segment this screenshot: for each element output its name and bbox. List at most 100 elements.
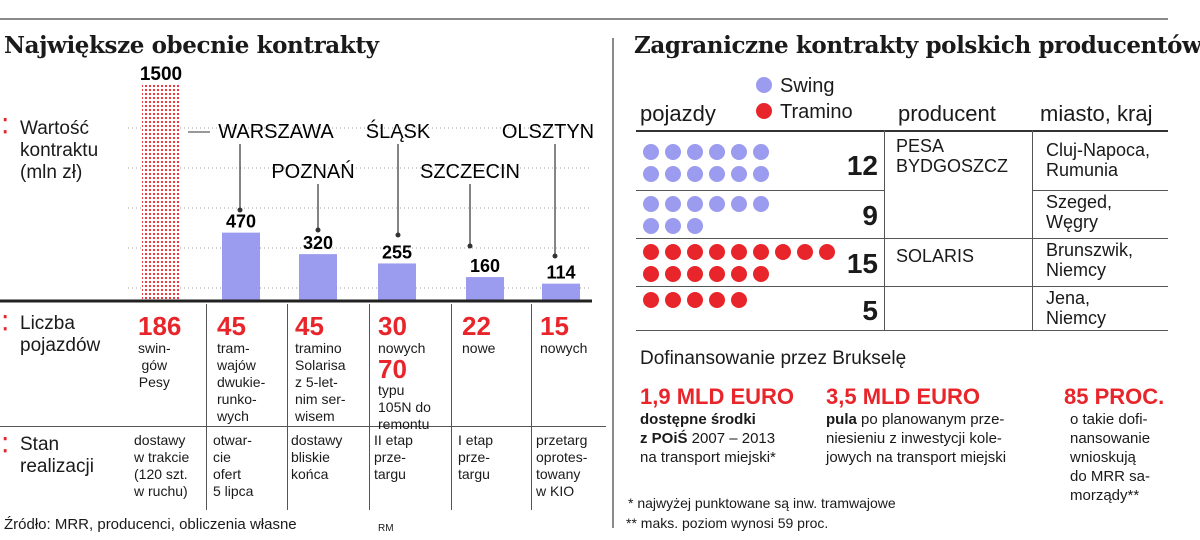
- row-divider: [636, 286, 1168, 287]
- tramino-dot: [665, 244, 681, 260]
- funding-value-3: 85 PROC.: [1064, 384, 1165, 409]
- bar-value-label: 114: [546, 263, 575, 283]
- city-country: Cluj-Napoca, Rumunia: [1046, 140, 1151, 180]
- tramino-dot: [819, 244, 835, 260]
- swing-dot: [643, 196, 659, 212]
- row-divider: [1032, 190, 1168, 191]
- top-rule: [0, 18, 1168, 20]
- left-title: Największe obecnie kontrakty: [4, 32, 379, 59]
- vehicle-description: nowych: [540, 340, 588, 356]
- swing-dot: [665, 196, 681, 212]
- tramino-dot: [731, 244, 747, 260]
- bar: [466, 277, 504, 300]
- legend-swing-dot: [756, 77, 772, 93]
- funding-desc-2: pula po planowanym prze- niesieniu z inw…: [826, 410, 1006, 467]
- table-vline-2: [1032, 130, 1033, 330]
- bar-value-label: 1500: [140, 64, 182, 85]
- status-text: dostawy bliskie końca: [291, 432, 343, 482]
- status-divider: [0, 426, 606, 427]
- table-vline-1: [884, 130, 885, 330]
- bar-value-label: 470: [226, 212, 256, 232]
- tramino-dot: [797, 244, 813, 260]
- bar: [142, 85, 180, 300]
- swing-dot: [731, 166, 747, 182]
- tramino-dot: [753, 244, 769, 260]
- column-separator: [287, 304, 288, 510]
- status-row-label: Stan realizacji: [20, 434, 94, 477]
- vehicles-row-label: Liczba pojazdów: [20, 313, 101, 356]
- swing-dot: [643, 218, 659, 234]
- swing-dot: [731, 144, 747, 160]
- legend-tramino-label: Tramino: [780, 101, 853, 123]
- row-divider: [636, 190, 884, 191]
- tramino-dot: [665, 266, 681, 282]
- status-text: przetarg oprotes- towany w KIO: [536, 432, 588, 499]
- category-label: SZCZECIN: [420, 161, 520, 183]
- tramino-dot: [665, 292, 681, 308]
- swing-dot: [687, 166, 703, 182]
- footnote-2: ** maks. poziom wynosi 59 proc.: [626, 515, 829, 531]
- funding-desc-1: dostępne środki z POiŚ 2007 – 2013 na tr…: [640, 410, 776, 467]
- vehicle-dots: [643, 292, 841, 308]
- funding-desc-2-text: po planowanym prze- niesieniu z inwestyc…: [826, 411, 1007, 466]
- bar: [299, 254, 337, 300]
- panel-divider: [612, 38, 614, 528]
- vehicle-description: swin- gów Pesy: [138, 340, 171, 390]
- tramino-dot: [709, 292, 725, 308]
- vehicle-count: 22: [462, 311, 491, 341]
- status-marker-icon: ⁚: [2, 435, 9, 457]
- city-country: Jena, Niemcy: [1046, 288, 1107, 328]
- bar-value-label: 255: [382, 242, 412, 262]
- header-city: miasto, kraj: [1040, 101, 1153, 126]
- category-label: WARSZAWA: [218, 121, 334, 143]
- city-country: Brunszwik, Niemcy: [1046, 240, 1134, 280]
- bar: [222, 232, 260, 300]
- vehicle-extra-count: 70: [378, 354, 407, 384]
- vehicles-marker-icon: ⁚: [2, 313, 9, 335]
- swing-dot: [643, 144, 659, 160]
- swing-dot: [665, 144, 681, 160]
- contract-count: 12: [846, 150, 878, 181]
- vehicle-description: tramino Solarisa z 5-let- nim ser- wisem: [295, 340, 346, 424]
- producer-name: SOLARIS: [896, 246, 975, 266]
- author-initials: RM: [378, 523, 394, 534]
- tramino-dot: [753, 266, 769, 282]
- column-separator: [451, 304, 452, 510]
- vehicle-count: 45: [217, 311, 246, 341]
- vehicle-dots: [643, 244, 841, 282]
- tramino-dot: [643, 244, 659, 260]
- tramino-dot: [687, 266, 703, 282]
- tramino-dot: [709, 244, 725, 260]
- vehicle-dots: [643, 144, 775, 182]
- category-pointer-dot: [395, 232, 401, 238]
- table-bottom-rule: [636, 330, 1168, 331]
- producer-name: PESA BYDGOSZCZ: [896, 136, 1009, 176]
- vehicle-count: 45: [295, 311, 324, 341]
- table-header-rule: [636, 130, 1168, 132]
- vehicle-count: 186: [138, 311, 182, 341]
- vehicle-extra-description: typu 105N do remontu: [378, 382, 431, 432]
- vehicle-description: nowe: [462, 340, 496, 356]
- right-title: Zagraniczne kontrakty polskich producent…: [634, 32, 1200, 59]
- vehicle-description: tram- wajów dwukie- runko- wych: [217, 340, 266, 424]
- swing-dot: [643, 166, 659, 182]
- category-label: OLSZTYN: [502, 121, 594, 143]
- tramino-dot: [687, 244, 703, 260]
- funding-title: Dofinansowanie przez Brukselę: [640, 348, 907, 369]
- swing-dot: [687, 196, 703, 212]
- tramino-dot: [643, 292, 659, 308]
- column-separator: [206, 304, 207, 510]
- swing-dot: [731, 196, 747, 212]
- swing-dot: [709, 196, 725, 212]
- funding-desc-3: o takie dofi- nansowanie wnioskują do MR…: [1070, 411, 1151, 504]
- city-country: Szeged, Węgry: [1046, 192, 1113, 232]
- category-label: ŚLĄSK: [366, 119, 431, 143]
- bar-value-label: 160: [470, 256, 500, 276]
- swing-dot: [665, 218, 681, 234]
- funding-desc-2-bold: pula: [826, 411, 857, 428]
- bar: [378, 263, 416, 300]
- footnote-1: * najwyżej punktowane są inw. tramwajowe: [628, 495, 896, 511]
- vehicle-count: 30: [378, 311, 407, 341]
- category-pointer-dot: [467, 243, 473, 249]
- swing-dot: [753, 166, 769, 182]
